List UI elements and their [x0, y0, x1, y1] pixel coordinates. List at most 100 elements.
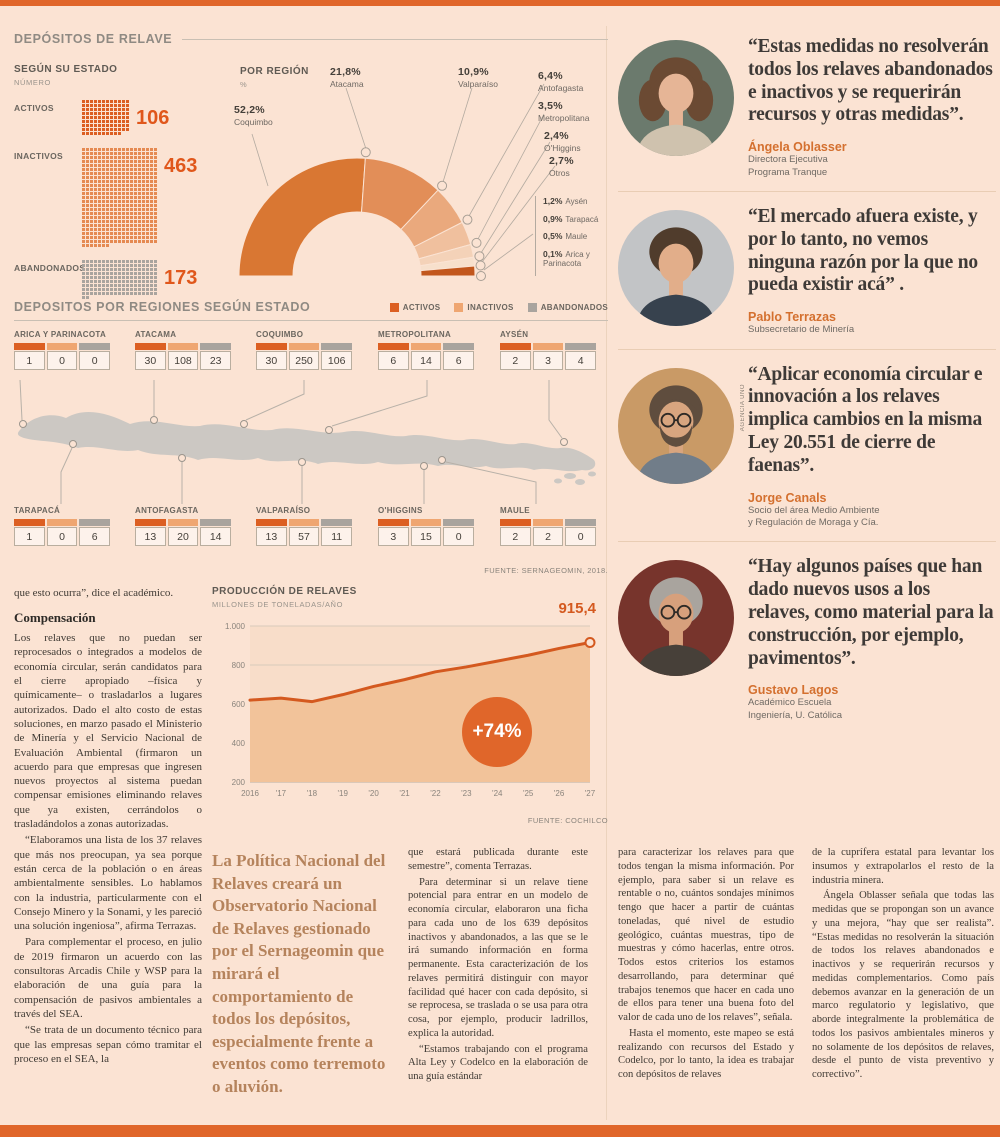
dot — [90, 276, 93, 279]
dot — [110, 200, 113, 203]
dot — [102, 124, 105, 127]
article-intro: que esto ocurra”, dice el académico. — [14, 587, 174, 599]
dot — [90, 120, 93, 123]
region-value: 13 — [135, 527, 166, 546]
legend-swatch — [527, 302, 537, 312]
dot — [150, 240, 153, 243]
slice-pct: 21,8% — [330, 66, 361, 78]
region-value: 0 — [46, 527, 78, 546]
dot — [154, 216, 157, 219]
dot — [102, 168, 105, 171]
dot — [98, 168, 101, 171]
dot — [102, 204, 105, 207]
region-cell: 30 — [256, 343, 287, 370]
dot — [82, 108, 85, 111]
dot — [126, 280, 129, 283]
dot — [106, 292, 109, 295]
region-name: MAULE — [500, 506, 530, 515]
dot — [118, 156, 121, 159]
dot — [82, 164, 85, 167]
dot — [122, 204, 125, 207]
dot — [114, 128, 117, 131]
dot — [102, 184, 105, 187]
dot — [146, 268, 149, 271]
dot — [142, 180, 145, 183]
donut-slice-coquimbo — [238, 157, 366, 277]
dot — [98, 288, 101, 291]
dot — [82, 176, 85, 179]
dot — [86, 220, 89, 223]
dot — [142, 160, 145, 163]
dot — [82, 280, 85, 283]
dot — [82, 160, 85, 163]
dot — [134, 264, 137, 267]
dot — [110, 176, 113, 179]
dot — [130, 216, 133, 219]
dot — [114, 236, 117, 239]
person-role: Directora Ejecutiva — [748, 154, 828, 166]
dot — [86, 184, 89, 187]
region-cell: 2 — [500, 343, 531, 370]
estado-color-bar — [410, 343, 442, 350]
region-cell: 1 — [14, 519, 45, 546]
dot — [102, 160, 105, 163]
dot — [90, 272, 93, 275]
dot — [98, 176, 101, 179]
estado-color-bar — [500, 519, 531, 526]
dot — [86, 236, 89, 239]
dot — [150, 232, 153, 235]
dot — [126, 152, 129, 155]
dot — [150, 208, 153, 211]
estado-color-bar — [46, 519, 78, 526]
dot — [134, 236, 137, 239]
dot — [122, 272, 125, 275]
dot — [138, 272, 141, 275]
breakdown-pct: 0,9% — [543, 213, 563, 224]
dot — [154, 228, 157, 231]
dot — [86, 288, 89, 291]
dot — [94, 100, 97, 103]
dot — [86, 264, 89, 267]
dot — [134, 160, 137, 163]
dot — [90, 208, 93, 211]
dot — [122, 276, 125, 279]
dot — [150, 288, 153, 291]
dot — [126, 128, 129, 131]
dot — [110, 264, 113, 267]
dot — [130, 192, 133, 195]
dot — [86, 112, 89, 115]
dot — [86, 224, 89, 227]
slice-name: Valparaíso — [458, 79, 499, 89]
dot — [82, 276, 85, 279]
dot — [90, 156, 93, 159]
dot — [94, 216, 97, 219]
dot — [146, 184, 149, 187]
dot — [134, 176, 137, 179]
dot — [86, 120, 89, 123]
dot — [118, 224, 121, 227]
dot — [114, 132, 117, 135]
dot — [94, 212, 97, 215]
dot — [94, 120, 97, 123]
dot — [134, 284, 137, 287]
dot — [146, 264, 149, 267]
person-name: Pablo Terrazas — [748, 310, 837, 325]
dot — [150, 156, 153, 159]
region-tables-top: ARICA Y PARINACOTA 1 0 0 ATACAMA 30 108 23 COQUI… — [14, 330, 608, 388]
x-tick-label: '27 — [585, 789, 596, 798]
top-accent-bar — [0, 0, 1000, 6]
dot — [122, 232, 125, 235]
person-role: Académico Escuela — [748, 697, 832, 709]
estado-count: 106 — [136, 107, 170, 129]
dot — [122, 168, 125, 171]
region-cells: 13 20 14 — [135, 519, 232, 546]
trend-line — [248, 640, 592, 704]
dot — [146, 284, 149, 287]
regiones-title: DEPOSITOS POR REGIONES SEGÚN ESTADO — [14, 300, 311, 314]
region-name: METROPOLITANA — [378, 330, 452, 339]
quote-block: “Hay algunos países que han dado nuevos … — [618, 541, 996, 734]
dot — [138, 164, 141, 167]
estado-color-bar — [443, 343, 475, 350]
dot — [94, 132, 97, 135]
